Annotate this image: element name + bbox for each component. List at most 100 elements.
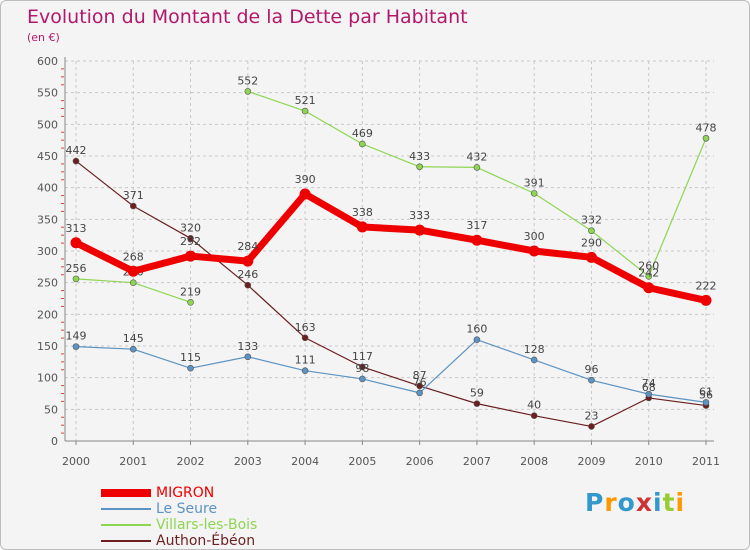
data-point-authon-ebeon	[359, 363, 366, 371]
data-label-migron: 300	[524, 230, 545, 243]
series-line-migron	[72, 239, 137, 275]
data-label-le-seure: 98	[355, 362, 369, 375]
data-label-le-seure: 115	[180, 351, 201, 364]
data-label-le-seure: 111	[295, 354, 316, 367]
y-tick-label: 250	[37, 277, 58, 290]
data-point-villars-les-bois	[301, 107, 309, 115]
data-point-le-seure	[588, 376, 595, 384]
data-label-authon-ebeon: 371	[123, 189, 144, 202]
series-line-authon-ebeon	[476, 403, 535, 417]
y-tick-label: 50	[44, 403, 58, 416]
legend-label: MIGRON	[156, 485, 215, 501]
legend-swatch	[101, 524, 151, 526]
data-point-migron	[585, 251, 597, 263]
data-label-le-seure: 74	[642, 377, 656, 390]
y-tick-label: 500	[37, 118, 58, 131]
data-point-migron	[70, 237, 82, 249]
data-point-authon-ebeon	[129, 202, 137, 210]
data-label-migron: 390	[295, 173, 316, 186]
data-point-migron	[356, 221, 368, 233]
data-point-migron	[471, 234, 483, 246]
x-tick-label: 2007	[463, 455, 491, 468]
series-line-authon-ebeon	[590, 397, 650, 428]
series-line-villars-les-bois	[476, 166, 535, 194]
series-line-le-seure	[247, 356, 306, 372]
x-tick-label: 2002	[177, 455, 205, 468]
y-tick-label: 200	[37, 308, 58, 321]
y-tick-label: 100	[37, 372, 58, 385]
series-line-le-seure	[476, 339, 535, 361]
data-label-migron: 317	[466, 219, 487, 232]
series-line-authon-ebeon	[247, 284, 306, 339]
data-point-le-seure	[359, 375, 366, 383]
logo-letter: i	[653, 488, 663, 517]
series-line-villars-les-bois	[648, 137, 707, 277]
data-point-migron	[528, 245, 540, 257]
data-point-le-seure	[187, 364, 194, 372]
legend-swatch	[101, 508, 151, 510]
data-label-authon-ebeon: 59	[470, 387, 484, 400]
y-tick-label: 600	[37, 55, 58, 68]
series-line-authon-ebeon	[648, 397, 707, 407]
data-point-migron	[414, 224, 426, 236]
legend-swatch	[101, 489, 151, 497]
data-label-authon-ebeon: 442	[66, 144, 87, 157]
data-label-migron: 290	[581, 236, 602, 249]
x-tick-label: 2000	[62, 455, 90, 468]
logo-letter: o	[617, 488, 636, 517]
data-point-villars-les-bois	[702, 134, 710, 142]
data-point-villars-les-bois	[645, 273, 653, 280]
y-tick-label: 0	[51, 435, 58, 448]
data-label-le-seure: 61	[699, 385, 713, 398]
series-line-le-seure	[648, 393, 707, 403]
series-line-villars-les-bois	[533, 192, 593, 232]
series-line-migron	[358, 223, 424, 234]
data-label-villars-les-bois: 256	[66, 262, 87, 275]
y-tick-label: 450	[37, 150, 58, 163]
series-line-villars-les-bois	[304, 110, 363, 145]
data-label-authon-ebeon: 87	[413, 369, 427, 382]
series-line-le-seure	[533, 359, 593, 381]
data-label-authon-ebeon: 23	[584, 409, 598, 422]
data-label-migron: 313	[66, 222, 87, 235]
x-tick-label: 2008	[520, 455, 548, 468]
data-label-villars-les-bois: 521	[295, 94, 316, 107]
data-point-villars-les-bois	[416, 163, 423, 171]
data-label-le-seure: 76	[413, 376, 427, 389]
data-point-authon-ebeon	[416, 382, 423, 390]
series-line-migron	[530, 247, 595, 261]
data-label-authon-ebeon: 68	[642, 381, 656, 394]
series-line-authon-ebeon	[75, 160, 134, 207]
data-label-villars-les-bois: 391	[524, 176, 545, 189]
data-label-le-seure: 145	[123, 332, 144, 345]
data-label-le-seure: 96	[584, 363, 598, 376]
data-point-le-seure	[530, 356, 538, 364]
data-label-le-seure: 160	[466, 323, 487, 336]
data-label-villars-les-bois: 469	[352, 127, 373, 140]
data-point-authon-ebeon	[301, 334, 309, 342]
series-line-le-seure	[132, 348, 192, 369]
data-label-migron: 338	[352, 206, 373, 219]
series-line-le-seure	[419, 339, 478, 394]
legend-swatch	[101, 540, 151, 542]
data-point-villars-les-bois	[588, 227, 595, 235]
data-label-villars-les-bois: 552	[237, 74, 258, 87]
data-label-migron: 333	[409, 209, 430, 222]
y-tick-label: 400	[37, 182, 58, 195]
data-label-migron: 284	[237, 240, 258, 253]
data-point-villars-les-bois	[129, 279, 137, 286]
series-line-villars-les-bois	[75, 278, 134, 284]
data-point-le-seure	[645, 390, 653, 398]
series-line-migron	[244, 190, 309, 265]
data-point-migron	[643, 282, 655, 294]
x-tick-label: 2001	[119, 455, 147, 468]
series-line-le-seure	[189, 356, 249, 369]
data-label-le-seure: 128	[524, 343, 545, 356]
series-line-authon-ebeon	[361, 366, 421, 387]
data-label-migron: 292	[180, 235, 201, 248]
data-label-villars-les-bois: 332	[581, 214, 602, 227]
series-line-le-seure	[75, 346, 134, 350]
x-tick-label: 2004	[291, 455, 319, 468]
logo-letter: i	[675, 488, 686, 517]
